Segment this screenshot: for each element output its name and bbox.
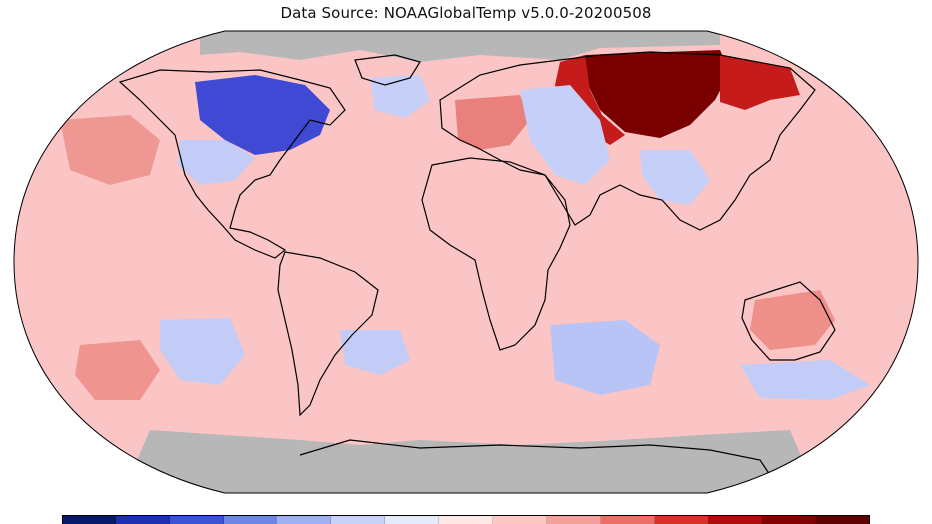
indian-ocean-cool-anomaly: [550, 320, 660, 395]
antarctica-no-data: [120, 430, 820, 493]
color-scale-swatch: [223, 515, 278, 524]
color-scale-swatch: [439, 515, 494, 524]
continent-outlines: [118, 51, 836, 476]
russia-warm-anomaly: [555, 55, 625, 145]
arctic-no-data: [200, 31, 720, 62]
central-asia-cool-anomaly: [520, 85, 610, 185]
color-scale-swatch: [277, 515, 332, 524]
color-scale-swatch: [762, 515, 817, 524]
color-scale-swatch: [62, 515, 116, 524]
asia-cool-anomaly: [640, 150, 710, 205]
south-pacific-warm-anomaly: [75, 340, 160, 400]
south-america-outline: [277, 251, 379, 417]
color-scale-swatch: [385, 515, 440, 524]
south-pacific-cool-anomaly: [160, 318, 245, 385]
color-scale-swatch: [492, 515, 547, 524]
map-title: Data Source: NOAAGlobalTemp v5.0.0-20200…: [280, 4, 652, 22]
europe-warm-anomaly: [455, 95, 530, 150]
australia-outline: [741, 281, 836, 361]
siberia-warm-anomaly: [585, 50, 730, 138]
color-scale-swatch: [115, 515, 170, 524]
east-russia-warm-anomaly: [720, 55, 800, 110]
color-scale-swatch: [654, 515, 709, 524]
atlantic-cool-anomaly: [370, 75, 430, 118]
antarctica-outline: [299, 439, 771, 476]
color-scale-swatch: [169, 515, 224, 524]
eurasia-outline: [439, 51, 816, 231]
color-scale-bar: [62, 515, 870, 524]
color-scale-swatch: [331, 515, 386, 524]
north-america-outline: [118, 69, 346, 259]
color-scale-swatch: [546, 515, 601, 524]
canada-cold-anomaly: [195, 75, 330, 155]
australia-warm-anomaly: [750, 290, 835, 350]
greenland-outline: [354, 54, 421, 86]
globe-outline: [13, 30, 919, 494]
south-ocean-cool-anomaly: [740, 360, 870, 400]
color-scale-swatch: [708, 515, 763, 524]
north-pacific-warm-anomaly: [60, 115, 160, 185]
color-scale-swatch: [600, 515, 655, 524]
south-atlantic-cool-anomaly: [340, 330, 410, 375]
canada-cool-fringe: [178, 140, 255, 185]
color-scale-swatch: [816, 515, 870, 524]
